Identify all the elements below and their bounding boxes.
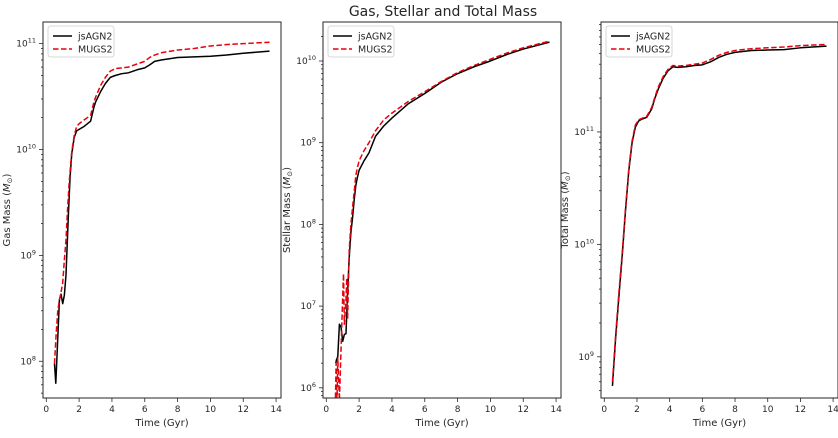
stellar-mass-series-line-jsagn2 — [335, 41, 550, 364]
gas-mass-xtick-label: 2 — [76, 405, 82, 415]
stellar-mass-legend: jsAGN2 MUGS2 — [327, 25, 395, 58]
stellar-mass-xtick-label: 8 — [455, 405, 461, 415]
gas-mass-xtick-label: 14 — [270, 405, 282, 415]
gas-mass-ytick-label: 1011 — [16, 37, 36, 50]
stellar-mass-legend-label-jsagn2: jsAGN2 — [357, 32, 392, 43]
stellar-mass-xtick-label: 14 — [550, 405, 562, 415]
figure-title: Gas, Stellar and Total Mass — [349, 4, 537, 20]
stellar-mass-series-line-mugs2 — [334, 40, 550, 398]
stellar-mass-ytick-label: 106 — [300, 381, 316, 394]
gas-mass-xtick-label: 12 — [238, 405, 249, 415]
total-mass-panel: 0 2 4 6 8 10 12 14 109 1010 1011 Time (Gyr) Total Ma… — [560, 21, 838, 429]
total-mass-legend: jsAGN2 MUGS2 — [605, 25, 673, 58]
stellar-mass-ytick-label: 108 — [300, 217, 316, 230]
gas-mass-series-line-jsagn2 — [53, 50, 270, 385]
total-mass-axes-frame — [600, 21, 838, 399]
total-mass-xtick-label: 10 — [762, 405, 774, 415]
gas-mass-xtick-label: 0 — [43, 405, 49, 415]
stellar-mass-ytick-label: 109 — [300, 136, 316, 149]
total-mass-ytick-label: 109 — [578, 350, 594, 363]
gas-mass-ytick-label: 108 — [20, 354, 36, 367]
gas-mass-legend-label-mugs2: MUGS2 — [78, 45, 113, 56]
total-mass-legend-label-jsagn2: jsAGN2 — [635, 32, 670, 43]
stellar-mass-ytick-label: 1010 — [296, 54, 316, 67]
stellar-mass-ylabel: Stellar Mass (M⊙) — [282, 167, 294, 253]
total-mass-xtick-label: 4 — [667, 405, 673, 415]
stellar-mass-xtick-label: 2 — [356, 405, 362, 415]
total-mass-series-line-mugs2 — [611, 43, 827, 382]
total-mass-ylabel: Total Mass (M⊙) — [560, 171, 572, 249]
gas-mass-ylabel: Gas Mass (M⊙) — [2, 173, 14, 246]
gas-mass-xtick-label: 4 — [109, 405, 115, 415]
total-mass-series-line-jsagn2 — [611, 45, 827, 387]
gas-mass-ytick-label: 1010 — [16, 143, 36, 156]
total-mass-xtick-label: 8 — [732, 405, 738, 415]
total-mass-xlabel: Time (Gyr) — [692, 418, 746, 429]
gas-mass-legend-label-jsagn2: jsAGN2 — [77, 32, 112, 43]
stellar-mass-xtick-label: 6 — [422, 405, 428, 415]
gas-mass-xtick-label: 10 — [205, 405, 217, 415]
gas-mass-xlabel: Time (Gyr) — [134, 418, 188, 429]
stellar-mass-ytick-label: 107 — [300, 299, 316, 312]
gas-mass-axes-frame — [42, 21, 282, 399]
gas-mass-xtick-label: 6 — [142, 405, 148, 415]
total-mass-xtick-label: 14 — [827, 405, 838, 415]
gas-mass-xtick-label: 8 — [175, 405, 181, 415]
stellar-mass-xtick-label: 4 — [389, 405, 395, 415]
stellar-mass-legend-label-mugs2: MUGS2 — [358, 45, 393, 56]
total-mass-xtick-label: 0 — [601, 405, 607, 415]
total-mass-ytick-label: 1011 — [574, 125, 594, 138]
total-mass-xtick-label: 12 — [795, 405, 806, 415]
stellar-mass-panel: 0 2 4 6 8 10 12 14 106 107 108 109 1010 Time (Gyr) Ste… — [282, 21, 562, 429]
stellar-mass-xtick-label: 12 — [518, 405, 529, 415]
stellar-mass-xtick-label: 0 — [323, 405, 329, 415]
total-mass-legend-label-mugs2: MUGS2 — [636, 45, 671, 56]
stellar-mass-xlabel: Time (Gyr) — [414, 418, 468, 429]
total-mass-ytick-label: 1010 — [574, 237, 594, 250]
total-mass-xtick-label: 6 — [699, 405, 705, 415]
total-mass-xtick-label: 2 — [634, 405, 640, 415]
gas-mass-ytick-label: 109 — [20, 248, 36, 261]
gas-mass-panel: 0 2 4 6 8 10 12 14 108 109 1010 1011 Time (Gyr) Gas M… — [2, 21, 282, 429]
gas-mass-series-line-mugs2 — [53, 41, 270, 364]
stellar-mass-xtick-label: 10 — [485, 405, 497, 415]
gas-mass-legend: jsAGN2 MUGS2 — [47, 25, 115, 58]
stellar-mass-axes-frame — [322, 21, 562, 399]
